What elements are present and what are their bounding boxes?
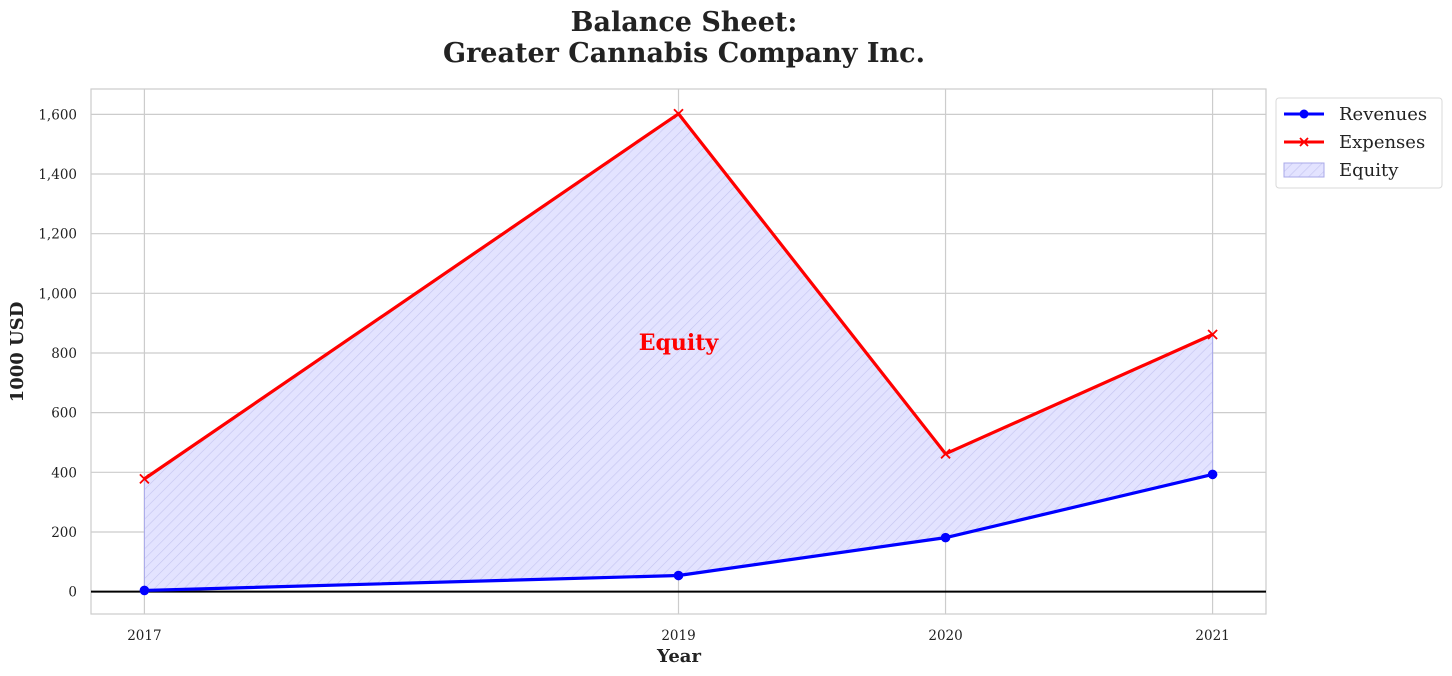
- revenues-point: [673, 570, 684, 581]
- y-tick-label: 200: [51, 525, 77, 541]
- y-tick-label: 1,000: [38, 286, 77, 302]
- y-tick-label: 400: [51, 465, 77, 481]
- y-axis-label: 1000 USD: [7, 302, 28, 403]
- x-axis-label: Year: [656, 646, 701, 667]
- legend-revenues-label: Revenues: [1339, 104, 1427, 125]
- legend-revenues-marker: [1299, 109, 1309, 119]
- chart-title-line1: Balance Sheet:: [571, 7, 798, 38]
- legend-expenses-label: Expenses: [1339, 132, 1425, 153]
- x-tick-label: 2021: [1195, 628, 1229, 644]
- x-tick-label: 2019: [661, 628, 695, 644]
- tick-labels: 0 200 400 600 800 1,000 1,200 1,400 1,600 2017 201…: [38, 107, 1229, 644]
- y-tick-label: 0: [68, 585, 77, 601]
- y-tick-label: 800: [51, 346, 77, 362]
- series-lines: [139, 108, 1218, 596]
- revenues-point: [940, 532, 951, 543]
- legend-equity-swatch: [1283, 162, 1325, 178]
- revenues-point: [1207, 469, 1218, 480]
- y-tick-label: 1,400: [38, 167, 77, 183]
- y-tick-label: 1,200: [38, 227, 77, 243]
- legend-equity-label: Equity: [1339, 160, 1399, 181]
- legend-expenses-marker: [1299, 137, 1309, 147]
- revenues-point: [139, 585, 150, 596]
- x-tick-label: 2020: [928, 628, 962, 644]
- expenses-point: [940, 448, 951, 459]
- revenues-line: [144, 472, 1213, 593]
- y-tick-label: 600: [51, 406, 77, 422]
- equity-annotation: Equity: [639, 330, 720, 356]
- y-tick-label: 1,600: [38, 107, 77, 123]
- chart-title-line2: Greater Cannabis Company Inc.: [443, 38, 925, 69]
- expenses-point: [139, 473, 150, 485]
- expenses-point: [673, 108, 684, 119]
- expenses-line: [143, 112, 1214, 481]
- legend: Revenues Expenses Equity: [1275, 97, 1443, 189]
- expenses-point: [1207, 329, 1218, 340]
- x-tick-label: 2017: [127, 628, 161, 644]
